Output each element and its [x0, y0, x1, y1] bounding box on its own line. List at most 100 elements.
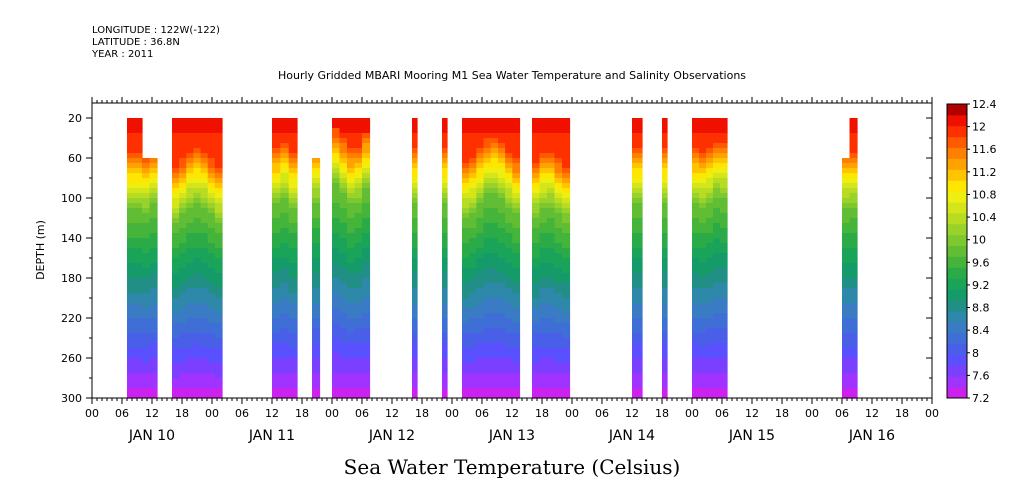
heatmap-cell	[280, 203, 290, 209]
heatmap-cell	[720, 228, 728, 234]
heatmap-cell	[172, 298, 180, 304]
heatmap-cell	[662, 148, 668, 154]
heatmap-cell	[354, 323, 363, 329]
heatmap-cell	[554, 338, 563, 344]
heatmap-cell	[562, 163, 571, 169]
colorbar-band	[947, 300, 967, 312]
heatmap-cell	[713, 138, 721, 144]
heatmap-cell	[347, 158, 356, 164]
heatmap-cell	[720, 303, 728, 309]
heatmap-cell	[532, 208, 541, 214]
heatmap-cell	[713, 358, 721, 364]
heatmap-cell	[179, 223, 187, 229]
heatmap-cell	[720, 363, 728, 369]
heatmap-cell	[720, 188, 728, 194]
heatmap-cell	[699, 313, 707, 319]
heatmap-cell	[637, 288, 643, 294]
heatmap-cell	[476, 373, 485, 379]
heatmap-cell	[339, 238, 348, 244]
heatmap-cell	[505, 153, 513, 159]
heatmap-cell	[476, 223, 485, 229]
heatmap-cell	[442, 193, 448, 199]
heatmap-cell	[699, 358, 707, 364]
heatmap-cell	[562, 278, 571, 284]
heatmap-cell	[562, 323, 571, 329]
heatmap-cell	[312, 308, 321, 314]
heatmap-cell	[706, 153, 714, 159]
heatmap-cell	[483, 358, 492, 364]
heatmap-cell	[214, 348, 223, 354]
heatmap-cell	[632, 343, 638, 349]
heatmap-cell	[186, 138, 195, 144]
heatmap-cell	[483, 313, 492, 319]
heatmap-cell	[476, 168, 485, 174]
heatmap-cell	[172, 243, 180, 249]
colorbar-band	[947, 223, 967, 236]
data-segment	[632, 118, 638, 399]
heatmap-cell	[490, 358, 499, 364]
heatmap-cell	[186, 343, 195, 349]
heatmap-cell	[483, 248, 492, 254]
heatmap-cell	[713, 148, 721, 154]
heatmap-cell	[442, 368, 448, 374]
heatmap-cell	[706, 243, 714, 249]
heatmap-cell	[554, 378, 563, 384]
heatmap-cell	[193, 393, 202, 399]
heatmap-cell	[713, 323, 721, 329]
heatmap-cell	[490, 153, 499, 159]
heatmap-cell	[469, 363, 477, 369]
heatmap-cell	[547, 323, 556, 329]
heatmap-cell	[186, 338, 195, 344]
heatmap-cell	[339, 373, 348, 379]
heatmap-cell	[512, 293, 521, 299]
heatmap-cell	[127, 183, 136, 189]
heatmap-cell	[483, 298, 492, 304]
heatmap-cell	[179, 313, 187, 319]
heatmap-cell	[469, 118, 477, 124]
heatmap-cell	[547, 313, 556, 319]
heatmap-cell	[179, 263, 187, 269]
heatmap-cell	[476, 308, 485, 314]
heatmap-cell	[637, 323, 643, 329]
heatmap-cell	[849, 223, 858, 229]
heatmap-cell	[497, 373, 506, 379]
heatmap-cell	[562, 273, 571, 279]
heatmap-cell	[149, 208, 158, 214]
heatmap-cell	[547, 178, 556, 184]
heatmap-cell	[207, 378, 216, 384]
heatmap-cell	[200, 358, 209, 364]
heatmap-cell	[214, 118, 223, 124]
heatmap-cell	[554, 153, 563, 159]
heatmap-cell	[632, 303, 638, 309]
heatmap-cell	[849, 373, 858, 379]
heatmap-cell	[193, 178, 202, 184]
heatmap-cell	[562, 168, 571, 174]
heatmap-cell	[505, 193, 513, 199]
heatmap-cell	[127, 283, 136, 289]
heatmap-cell	[637, 383, 643, 389]
heatmap-cell	[483, 253, 492, 259]
heatmap-cell	[442, 128, 448, 134]
heatmap-cell	[339, 143, 348, 149]
heatmap-cell	[332, 378, 341, 384]
heatmap-cell	[562, 258, 571, 264]
heatmap-cell	[497, 123, 506, 129]
heatmap-cell	[539, 268, 548, 274]
heatmap-cell	[280, 383, 290, 389]
heatmap-cell	[354, 203, 363, 209]
heatmap-cell	[476, 133, 485, 139]
heatmap-cell	[347, 128, 356, 134]
heatmap-cell	[312, 233, 321, 239]
heatmap-cell	[720, 298, 728, 304]
x-day-label: JAN 16	[848, 428, 895, 444]
heatmap-cell	[497, 273, 506, 279]
chart-title: Hourly Gridded MBARI Mooring M1 Sea Wate…	[277, 69, 747, 82]
heatmap-cell	[490, 223, 499, 229]
heatmap-cell	[179, 303, 187, 309]
heatmap-cell	[339, 223, 348, 229]
heatmap-cell	[849, 338, 858, 344]
heatmap-cell	[142, 393, 151, 399]
heatmap-cell	[214, 343, 223, 349]
heatmap-cell	[272, 383, 281, 389]
heatmap-cell	[706, 328, 714, 334]
